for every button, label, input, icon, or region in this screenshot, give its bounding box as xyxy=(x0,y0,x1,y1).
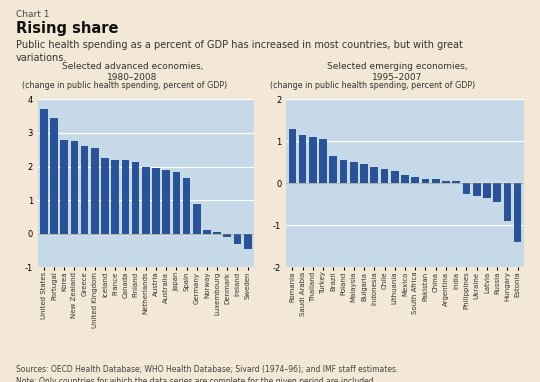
Text: Public health spending as a percent of GDP has increased in most countries, but : Public health spending as a percent of G… xyxy=(16,40,463,63)
Bar xyxy=(224,234,231,237)
Bar xyxy=(453,181,460,183)
Bar xyxy=(111,160,119,234)
Bar xyxy=(142,167,150,234)
Text: Rising share: Rising share xyxy=(16,21,119,36)
Bar xyxy=(193,204,200,234)
Text: Selected advanced economies,
1980–2008: Selected advanced economies, 1980–2008 xyxy=(62,62,203,82)
Bar xyxy=(183,178,191,234)
Bar xyxy=(422,179,429,183)
Bar xyxy=(401,175,409,183)
Bar xyxy=(340,160,347,183)
Bar xyxy=(514,183,522,242)
Bar xyxy=(329,156,337,183)
Bar xyxy=(494,183,501,202)
Bar xyxy=(288,129,296,183)
Bar xyxy=(350,162,357,183)
Bar xyxy=(504,183,511,221)
Bar xyxy=(483,183,491,198)
Bar xyxy=(234,234,241,244)
Bar xyxy=(122,160,129,234)
Bar xyxy=(163,170,170,234)
Bar xyxy=(91,148,99,234)
Bar xyxy=(173,172,180,234)
Bar xyxy=(432,179,440,183)
Text: Chart 1: Chart 1 xyxy=(16,10,50,19)
Bar xyxy=(244,234,252,249)
Bar xyxy=(299,135,306,183)
Bar xyxy=(463,183,470,194)
Bar xyxy=(152,168,160,234)
Bar xyxy=(442,181,450,183)
Bar xyxy=(213,232,221,234)
Bar xyxy=(319,139,327,183)
Bar xyxy=(60,140,68,234)
Bar xyxy=(360,164,368,183)
Text: Selected emerging economies,
1995–2007: Selected emerging economies, 1995–2007 xyxy=(327,62,467,82)
Bar xyxy=(391,171,399,183)
Bar xyxy=(132,162,139,234)
Text: Sources: OECD Health Database; WHO Health Database; Sivard (1974–96); and IMF st: Sources: OECD Health Database; WHO Healt… xyxy=(16,365,399,382)
Bar xyxy=(71,141,78,234)
Bar xyxy=(40,109,48,234)
Bar xyxy=(81,146,89,234)
Bar xyxy=(203,230,211,234)
Text: (change in public health spending, percent of GDP): (change in public health spending, perce… xyxy=(270,81,475,90)
Bar xyxy=(370,167,378,183)
Bar xyxy=(309,137,316,183)
Bar xyxy=(50,118,58,234)
Bar xyxy=(381,169,388,183)
Bar xyxy=(473,183,481,196)
Text: (change in public health spending, percent of GDP): (change in public health spending, perce… xyxy=(22,81,227,90)
Bar xyxy=(411,177,419,183)
Bar xyxy=(101,158,109,234)
